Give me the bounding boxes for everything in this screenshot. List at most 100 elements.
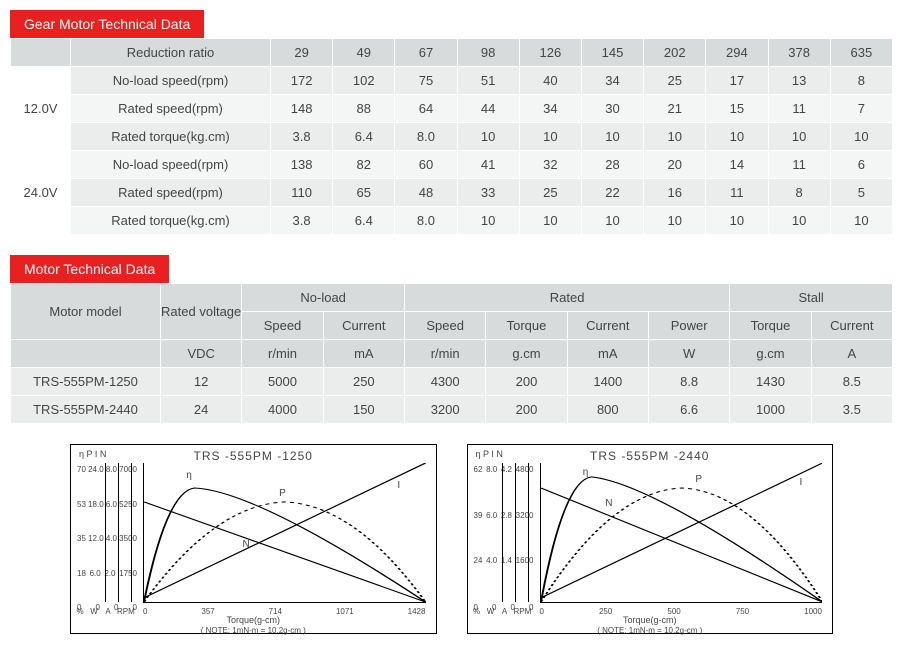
data-cell: 98	[457, 39, 519, 67]
data-cell: 4300	[404, 368, 485, 396]
gear-motor-section: Gear Motor Technical Data Reduction rati…	[10, 10, 893, 235]
col-speed: Speed	[404, 312, 485, 340]
data-cell: 48	[395, 179, 457, 207]
data-cell: 10	[768, 123, 830, 151]
table-row: 12.0V No-load speed(rpm) 172102755140342…	[11, 67, 893, 95]
data-cell: 250	[323, 368, 404, 396]
gear-ratio-row: Reduction ratio 29 49 67 98 126 145 202 …	[11, 39, 893, 67]
table-row: TRS-555PM-2440 24 4000 150 3200 200 800 …	[11, 396, 893, 424]
data-cell: 10	[706, 123, 768, 151]
data-cell: 10	[644, 207, 706, 235]
row-label: No-load speed(rpm)	[71, 151, 271, 179]
data-cell: 3200	[404, 396, 485, 424]
chart-left: η P I N TRS -555PM -1250 7024.08.07000 5…	[70, 444, 437, 634]
col-rated-voltage: Rated voltage	[161, 284, 242, 340]
col-stall: Stall	[730, 284, 893, 312]
table-row: Rated torque(kg.cm) 3.86.48.010101010101…	[11, 123, 893, 151]
col-rated: Rated	[404, 284, 729, 312]
data-cell: 25	[519, 179, 581, 207]
data-cell: 10	[519, 207, 581, 235]
row-label: Rated torque(kg.cm)	[71, 123, 271, 151]
col-speed: Speed	[242, 312, 323, 340]
col-current: Current	[811, 312, 892, 340]
data-cell: 41	[457, 151, 519, 179]
data-cell: 10	[457, 123, 519, 151]
chart-plot: η P I N	[143, 463, 426, 603]
chart-title: TRS -555PM -1250	[194, 449, 313, 463]
chart-x-label: Torque(g-cm)	[623, 615, 677, 625]
data-cell: 148	[271, 95, 333, 123]
data-cell: 294	[706, 39, 768, 67]
chart-y-units: %WARPM	[472, 607, 524, 616]
data-cell: 7	[830, 95, 892, 123]
charts-container: η P I N TRS -555PM -1250 7024.08.07000 5…	[10, 444, 893, 634]
curve-label-eta: η	[583, 467, 589, 478]
data-cell: 10	[706, 207, 768, 235]
chart-curves	[144, 463, 426, 602]
data-cell: 10	[519, 123, 581, 151]
data-cell: 200	[486, 368, 567, 396]
col-noload: No-load	[242, 284, 405, 312]
chart-right: η P I N TRS -555PM -2440 628.04.24800 39…	[467, 444, 834, 634]
data-cell: TRS-555PM-1250	[11, 368, 161, 396]
chart-x-ticks: 035771410711428	[143, 607, 426, 616]
data-cell: 65	[333, 179, 395, 207]
data-cell: 10	[581, 123, 643, 151]
data-cell: 60	[395, 151, 457, 179]
gear-motor-table: Reduction ratio 29 49 67 98 126 145 202 …	[10, 38, 893, 235]
ratio-label: Reduction ratio	[71, 39, 271, 67]
data-cell: 6.6	[648, 396, 729, 424]
row-label: Rated speed(rpm)	[71, 95, 271, 123]
curve-label-eta: η	[186, 470, 192, 481]
data-cell: 10	[581, 207, 643, 235]
chart-y-units: %WARPM	[75, 607, 127, 616]
data-cell: 22	[581, 179, 643, 207]
voltage-label: 12.0V	[11, 67, 71, 151]
data-cell: 5	[830, 179, 892, 207]
data-cell: 202	[644, 39, 706, 67]
data-cell: 67	[395, 39, 457, 67]
chart-curves	[541, 463, 823, 602]
data-cell: 11	[706, 179, 768, 207]
data-cell: 20	[644, 151, 706, 179]
chart-box: η P I N TRS -555PM -1250 7024.08.07000 5…	[70, 444, 437, 634]
unit-w: W	[648, 340, 729, 368]
data-cell: 75	[395, 67, 457, 95]
data-cell: 10	[830, 207, 892, 235]
data-cell: 44	[457, 95, 519, 123]
data-cell: 34	[581, 67, 643, 95]
unit-rmin: r/min	[242, 340, 323, 368]
data-cell: 15	[706, 95, 768, 123]
data-cell: 32	[519, 151, 581, 179]
col-model: Motor model	[11, 284, 161, 340]
table-row: TRS-555PM-1250 12 5000 250 4300 200 1400…	[11, 368, 893, 396]
data-cell: 13	[768, 67, 830, 95]
data-cell: 12	[161, 368, 242, 396]
data-cell: 138	[271, 151, 333, 179]
data-cell: 10	[457, 207, 519, 235]
row-label: Rated torque(kg.cm)	[71, 207, 271, 235]
unit-ma: mA	[567, 340, 648, 368]
motor-table: Motor model Rated voltage No-load Rated …	[10, 283, 893, 424]
col-torque: Torque	[486, 312, 567, 340]
chart-y-ticks: 628.04.24800 396.02.83200 244.01.41600 0…	[474, 465, 534, 603]
col-current: Current	[323, 312, 404, 340]
chart-axis-labels: η P I N	[79, 449, 106, 459]
data-cell: 24	[161, 396, 242, 424]
data-cell: 30	[581, 95, 643, 123]
col-current: Current	[567, 312, 648, 340]
data-cell: 34	[519, 95, 581, 123]
data-cell: 49	[333, 39, 395, 67]
data-cell: 1430	[730, 368, 811, 396]
data-cell: 11	[768, 95, 830, 123]
data-cell: 6	[830, 151, 892, 179]
data-cell: 150	[323, 396, 404, 424]
data-cell: 5000	[242, 368, 323, 396]
table-row: Rated speed(rpm) 14888644434302115117	[11, 95, 893, 123]
chart-plot: η P I N	[540, 463, 823, 603]
unit-a: A	[811, 340, 892, 368]
data-cell: 172	[271, 67, 333, 95]
data-cell: 3.5	[811, 396, 892, 424]
data-cell: 64	[395, 95, 457, 123]
table-header-row: Motor model Rated voltage No-load Rated …	[11, 284, 893, 312]
